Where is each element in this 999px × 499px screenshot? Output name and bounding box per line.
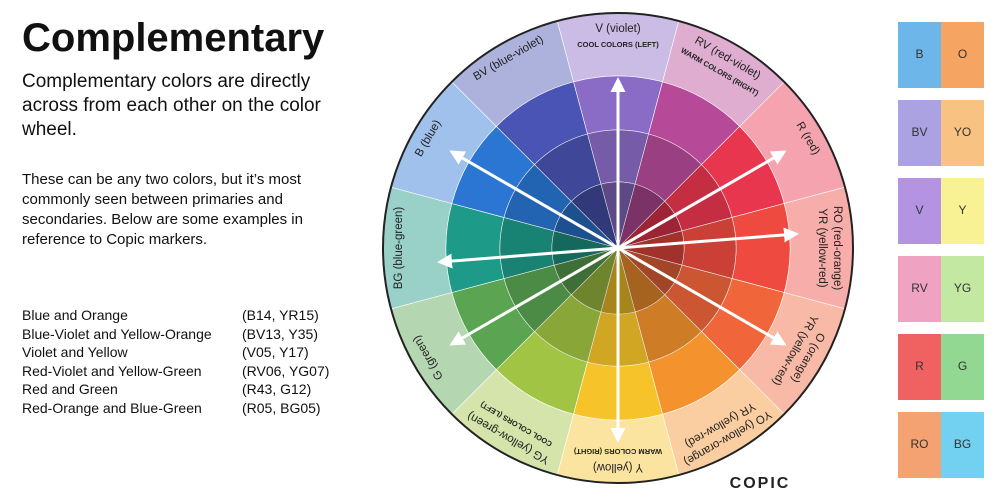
- intro: Complementary colors are directly across…: [22, 71, 321, 140]
- swatches: B O BV YO V Y RV YG R G RO BG: [898, 22, 984, 478]
- swatch-label: RV: [911, 281, 927, 295]
- segment-label: Y (yellow): [593, 461, 643, 473]
- pair: Blue-Violet and Yellow-Orange (BV13, Y35): [22, 325, 329, 344]
- pair-codes: (R43, G12): [242, 381, 312, 397]
- pair-name: Blue-Violet and Yellow-Orange: [22, 325, 212, 342]
- arrow: [437, 227, 799, 269]
- swatch: [941, 178, 984, 244]
- swatch-label: RO: [911, 437, 929, 451]
- body-text: These can be any two colors, but it’s mo…: [22, 171, 303, 248]
- swatch: [941, 334, 984, 400]
- wheel-shade: [391, 81, 497, 204]
- swatch-label: R: [915, 359, 924, 373]
- segment-label: RO (red-orange): [831, 206, 843, 291]
- wheel-shade: [557, 13, 679, 82]
- swatch: [941, 412, 984, 478]
- pair-name: Violet and Yellow: [22, 344, 128, 360]
- swatch: [941, 22, 984, 88]
- swatch: [898, 100, 941, 166]
- pair-list: Blue and Orange (B14, YR15) Blue-Violet an…: [22, 306, 329, 417]
- pair: Red-Violet and Yellow-Green (RV06, YG07): [22, 362, 329, 381]
- swatch: [898, 412, 941, 478]
- segment-label: V (violet): [595, 23, 641, 35]
- swatch: [898, 178, 941, 244]
- pair: Red-Orange and Blue-Green (R05, BG05): [22, 399, 329, 418]
- swatch-label: BG: [954, 437, 971, 451]
- swatch-label: BV: [911, 125, 927, 139]
- swatch-label: V: [915, 203, 923, 217]
- swatch-label: Y: [958, 203, 966, 217]
- pair-name: Red-Orange and Blue-Green: [22, 399, 202, 416]
- wheel-shade: [451, 369, 574, 475]
- pair-codes: (BV13, Y35): [242, 325, 319, 342]
- pair-name: Red and Green: [22, 381, 118, 397]
- wheel-shade: [557, 414, 679, 483]
- wheel-rim: [382, 12, 854, 484]
- pair-name: Blue and Orange: [22, 307, 128, 323]
- segment-label: WARM COLORS (RIGHT): [573, 447, 662, 456]
- pair: Red and Green (R43, G12): [22, 380, 329, 399]
- swatch-label: O: [958, 47, 967, 61]
- wheel-shade: [739, 81, 845, 204]
- swatch-label: YG: [954, 281, 971, 295]
- swatch: [898, 334, 941, 400]
- pair-codes: (B14, YR15): [242, 307, 319, 323]
- pair: Blue and Orange (B14, YR15): [22, 306, 329, 325]
- pair-codes: (RV06, YG07): [242, 362, 330, 379]
- wheel-shade: [739, 292, 845, 415]
- pair-name: Red-Violet and Yellow-Green: [22, 362, 202, 379]
- title: Complementary: [22, 16, 325, 60]
- segment-label: YR (yellow-red): [816, 208, 828, 287]
- swatch: [941, 100, 984, 166]
- swatch: [941, 256, 984, 322]
- logo: COPIC: [730, 475, 791, 492]
- wheel-band: [445, 203, 505, 293]
- wheel-shade: [451, 21, 574, 127]
- wheel-band: [731, 203, 791, 293]
- wheel-shade: [383, 187, 452, 309]
- pair-codes: (V05, Y17): [242, 344, 309, 360]
- pair: Violet and Yellow (V05, Y17): [22, 343, 329, 362]
- arrows: [437, 77, 799, 443]
- swatch: [898, 22, 941, 88]
- segment-label: BG (blue-green): [393, 207, 405, 290]
- swatch-label: B: [915, 47, 923, 61]
- wheel-shade: [391, 292, 497, 415]
- wheel-shade: [662, 369, 785, 475]
- segment-label: COOL COLORS (LEFT): [577, 40, 659, 49]
- swatch-label: G: [958, 359, 967, 373]
- swatch: [898, 256, 941, 322]
- swatch-label: YO: [954, 125, 971, 139]
- wheel-shade: [784, 187, 853, 309]
- pair-codes: (R05, BG05): [242, 399, 321, 416]
- wheel-shade: [662, 21, 785, 127]
